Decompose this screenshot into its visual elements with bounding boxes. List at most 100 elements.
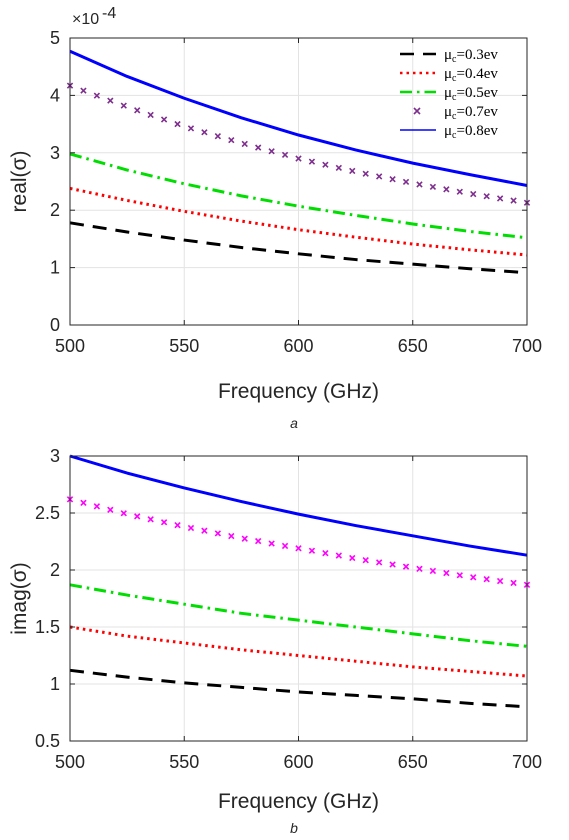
- legend-label: μc=0.3ev: [444, 47, 498, 65]
- data-point-marker: [174, 522, 181, 529]
- data-point-marker: [214, 133, 222, 140]
- y-tick-label: 1: [50, 258, 60, 278]
- data-point-marker: [308, 547, 316, 554]
- x-tick-label: 550: [169, 336, 199, 356]
- data-point-marker: [335, 164, 342, 172]
- legend-label: μc=0.4ev: [444, 66, 498, 84]
- data-point-marker: [496, 195, 504, 202]
- data-point-marker: [187, 524, 195, 532]
- data-point-marker: [510, 579, 517, 587]
- data-point-marker: [443, 186, 450, 193]
- panel-caption: a: [290, 415, 298, 431]
- x-tick-label: 600: [283, 752, 313, 772]
- series-line: [69, 583, 528, 648]
- data-point-marker: [160, 519, 168, 526]
- data-point-marker: [349, 167, 356, 175]
- y-tick-label: 3: [50, 143, 60, 163]
- x-tick-label: 700: [512, 336, 542, 356]
- data-point-marker: [120, 102, 127, 109]
- x-tick-label: 500: [55, 752, 85, 772]
- data-point-marker: [429, 183, 437, 191]
- series-line: [69, 668, 528, 709]
- data-point-marker: [483, 576, 490, 583]
- data-point-marker: [456, 572, 463, 579]
- data-point-marker: [402, 563, 410, 570]
- data-point-marker: [107, 506, 114, 513]
- series-line: [69, 221, 528, 275]
- data-point-marker: [255, 537, 262, 545]
- series-line: [69, 49, 528, 187]
- chart-panel-a: 500 550 600 650 700 0 1 2 3 4 5 Frequency (GHz) real…: [8, 5, 542, 431]
- data-point-marker: [362, 557, 369, 564]
- data-point-marker: [308, 158, 316, 165]
- data-point-marker: [174, 120, 181, 128]
- y-tick-label: 2.5: [35, 503, 60, 523]
- data-point-marker: [429, 567, 437, 575]
- x-tick-label: 700: [512, 752, 542, 772]
- chart-panel-b: 500 550 600 650 700 0.5 1 1.5 2 2.5 3 Frequency (GH…: [8, 446, 542, 836]
- series-line: [69, 186, 528, 257]
- y-axis-label: imag(σ): [8, 562, 31, 634]
- data-point-marker: [241, 140, 248, 148]
- data-point-marker: [107, 97, 114, 104]
- data-point-marker: [201, 129, 208, 136]
- data-point-marker: [349, 554, 356, 562]
- data-point-marker: [268, 148, 275, 155]
- x-tick-label: 550: [169, 752, 199, 772]
- data-point-marker: [93, 92, 101, 99]
- data-point-marker: [255, 144, 262, 151]
- x-tick-label: 650: [398, 336, 428, 356]
- data-point-marker: [187, 125, 195, 132]
- data-point-marker: [241, 535, 248, 542]
- data-point-marker: [443, 569, 450, 577]
- series-markers: [66, 82, 531, 206]
- legend-label: μc=0.7ev: [444, 104, 498, 122]
- data-point-marker: [402, 178, 410, 186]
- y-tick-label: 1.5: [35, 617, 60, 637]
- data-point-marker: [375, 173, 383, 180]
- data-point-marker: [362, 170, 369, 177]
- data-point-marker: [470, 190, 477, 198]
- data-point-marker: [160, 116, 168, 123]
- y-tick-label: 3: [50, 446, 60, 466]
- data-point-marker: [134, 513, 141, 520]
- data-point-marker: [134, 107, 141, 114]
- data-point-marker: [80, 87, 87, 94]
- data-point-marker: [228, 136, 235, 144]
- x-tick-label: 650: [398, 752, 428, 772]
- data-point-marker: [322, 550, 329, 557]
- data-point-marker: [93, 503, 101, 510]
- data-point-marker: [228, 532, 235, 540]
- data-point-marker: [470, 574, 477, 581]
- data-point-marker: [496, 577, 504, 585]
- series-line: [69, 454, 528, 557]
- data-point-marker: [201, 527, 208, 534]
- data-point-marker: [147, 516, 154, 523]
- y-tick-label: 4: [50, 85, 60, 105]
- data-point-marker: [268, 540, 275, 547]
- data-point-marker: [375, 559, 383, 566]
- y-tick-label: 5: [50, 28, 60, 48]
- y-tick-label: 1: [50, 674, 60, 694]
- y-tick-label: 2: [50, 200, 60, 220]
- data-point-marker: [295, 545, 302, 552]
- data-point-marker: [281, 542, 289, 550]
- x-axis-label: Frequency (GHz): [218, 380, 379, 403]
- axis-exponent-power: -4: [102, 5, 116, 22]
- data-point-marker: [456, 188, 463, 195]
- data-point-marker: [295, 155, 302, 162]
- data-point-marker: [322, 161, 329, 168]
- y-tick-label: 0.5: [35, 731, 60, 751]
- data-point-marker: [483, 193, 490, 200]
- x-tick-label: 500: [55, 336, 85, 356]
- y-axis-label: real(σ): [8, 151, 31, 213]
- y-tick-label: 0: [50, 315, 60, 335]
- data-point-marker: [510, 197, 517, 204]
- series-markers: [66, 496, 531, 588]
- data-point-marker: [389, 561, 396, 568]
- data-point-marker: [281, 151, 289, 159]
- legend-swatch: [413, 107, 421, 115]
- legend-label: μc=0.8ev: [444, 123, 498, 141]
